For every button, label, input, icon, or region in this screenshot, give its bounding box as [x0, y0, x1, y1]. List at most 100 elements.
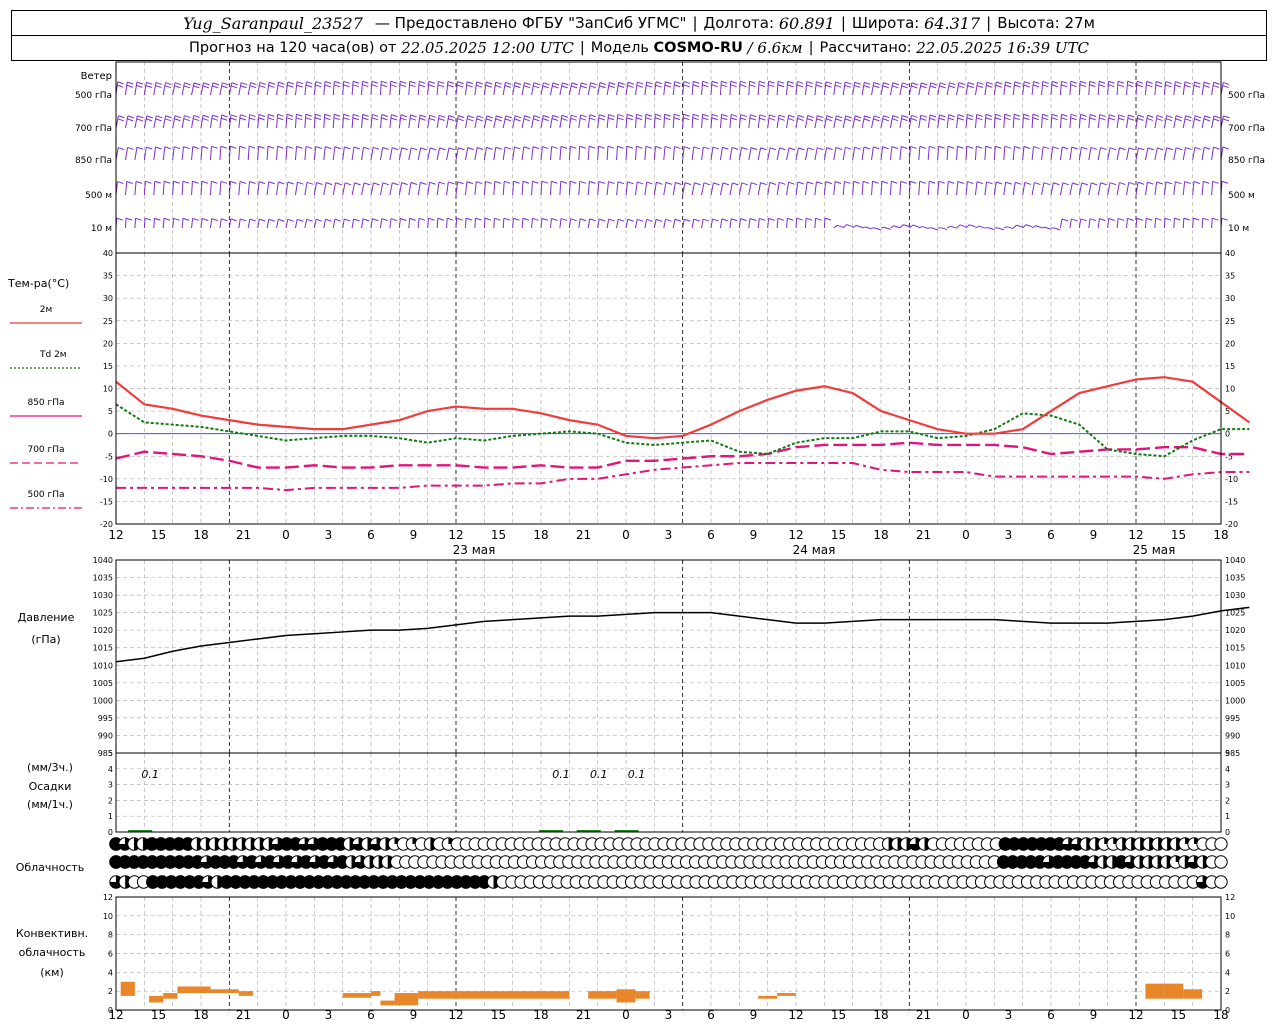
wind-barb — [521, 146, 525, 161]
wind-barb-feather — [919, 180, 926, 184]
wind-barb — [370, 147, 374, 161]
wind-barb-feather — [325, 218, 332, 222]
wind-barb — [776, 182, 780, 196]
y-tick-label-right: -10 — [1225, 475, 1238, 484]
wind-barb-feather — [797, 80, 804, 84]
x-tick-label-bottom: 9 — [410, 1008, 418, 1022]
y-tick-label-left: 5 — [108, 749, 113, 758]
wind-barb-feather — [739, 84, 747, 88]
wind-barb — [1211, 181, 1214, 196]
wind-barb-feather — [901, 85, 908, 89]
wind-barb — [1163, 181, 1167, 196]
wind-barb — [1173, 147, 1177, 161]
wind-barb — [644, 219, 648, 229]
wind-barb-feather — [711, 80, 719, 84]
wind-barb-feather — [664, 113, 671, 117]
wind-barb — [162, 218, 165, 229]
wind-barb — [918, 82, 922, 96]
wind-barb — [134, 147, 138, 161]
wind-barb — [304, 182, 308, 196]
wind-barb-feather — [750, 182, 758, 186]
wind-barb-feather — [1193, 217, 1200, 221]
y-tick-label-left: 1010 — [93, 661, 113, 670]
wind-barb-feather — [438, 181, 446, 185]
wind-barb — [842, 82, 846, 96]
wind-barb-feather — [1071, 146, 1078, 150]
wind-barb-feather — [590, 82, 597, 86]
wind-barb-feather — [485, 180, 492, 184]
wind-barb-feather — [967, 181, 974, 185]
wind-barb-feather — [1212, 180, 1219, 184]
wind-barb — [408, 81, 411, 96]
wind-barb-feather — [192, 180, 199, 184]
wind-barb — [1135, 182, 1139, 196]
wind-barb-feather — [1146, 84, 1153, 88]
cloud-cover-fill — [254, 855, 268, 869]
wind-barb-feather — [854, 146, 861, 150]
wind-barb — [1144, 147, 1149, 161]
wind-barb-feather — [296, 145, 303, 149]
wind-barb — [474, 81, 478, 96]
precip-value-label: 0.1 — [552, 768, 570, 781]
wind-barb-feather — [277, 145, 284, 149]
wind-barb-feather — [1004, 145, 1011, 149]
wind-barb-feather — [844, 84, 851, 88]
wind-barb-feather — [127, 81, 134, 85]
wind-barb — [191, 181, 193, 196]
wind-barb — [965, 181, 968, 196]
wind-barb-feather — [126, 181, 133, 184]
wind-barb-feather — [1213, 146, 1220, 150]
wind-barb-feather — [381, 117, 388, 121]
wind-barb — [568, 114, 572, 129]
wind-barb-feather — [486, 146, 493, 150]
wind-barb — [1182, 181, 1186, 196]
wind-barb-feather — [816, 118, 823, 122]
wind-barb — [455, 81, 458, 96]
wind-barb — [209, 181, 212, 196]
wind-barb — [701, 114, 704, 129]
x-tick-label-bottom: 15 — [151, 1008, 166, 1022]
wind-barb — [153, 181, 156, 196]
wind-barb-feather — [267, 117, 275, 121]
wind-barb — [124, 81, 128, 96]
x-tick-label-top: 18 — [873, 528, 888, 542]
wind-barb-feather — [1042, 80, 1049, 84]
wind-barb-feather — [1013, 117, 1021, 121]
wind-barb-feather — [711, 84, 718, 88]
wind-barb-feather — [495, 146, 502, 150]
wind-barb-feather — [371, 80, 379, 84]
wind-barb-feather — [693, 146, 700, 150]
wind-barb — [351, 114, 354, 129]
wind-barb — [474, 218, 476, 229]
wind-barb — [1173, 218, 1175, 229]
wind-barb-feather — [589, 117, 596, 121]
wind-barb-feather — [467, 115, 474, 119]
wind-barb — [634, 114, 637, 129]
wind-barb — [842, 115, 847, 129]
wind-barb-feather — [1081, 182, 1088, 186]
wind-barb — [483, 115, 488, 129]
wind-barb-feather — [797, 114, 805, 118]
wind-barb — [984, 146, 987, 161]
wind-barb — [134, 181, 137, 196]
wind-barb-feather — [552, 82, 560, 86]
wind-barb — [398, 218, 401, 229]
cloud-cover-fill — [1187, 855, 1201, 869]
wind-barb-feather — [636, 117, 643, 121]
wind-barb — [370, 114, 373, 129]
wind-barb — [852, 115, 856, 129]
wind-barb-feather — [212, 85, 219, 89]
wind-barb-feather — [560, 145, 568, 149]
wind-barb-feather — [268, 84, 275, 88]
wind-barb — [313, 219, 317, 229]
wind-barb-feather — [922, 226, 929, 230]
wind-barb — [313, 81, 317, 96]
x-tick-label-top: 18 — [533, 528, 548, 542]
wind-barb — [871, 115, 875, 129]
wind-barb-feather — [390, 218, 398, 222]
wind-barb — [502, 218, 505, 229]
wind-barb — [833, 224, 838, 229]
wind-barb-feather — [692, 113, 700, 117]
wind-barb-feather — [730, 113, 738, 117]
